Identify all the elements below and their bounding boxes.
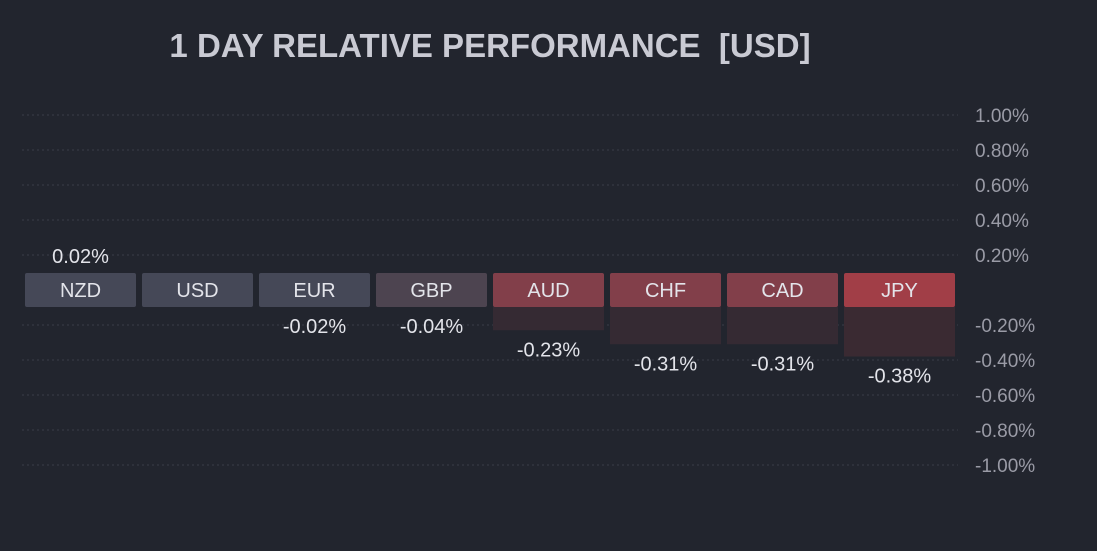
currency-label: AUD [527, 280, 569, 302]
category-labels: NZD USD EUR GBP AUD CHF CAD JPY [25, 273, 955, 307]
y-tick-label: 0.80% [975, 141, 1029, 162]
currency-label-bg [727, 273, 838, 307]
y-tick-label: 0.20% [975, 246, 1029, 267]
currency-label-bg [142, 273, 253, 307]
y-tick-label: -0.20% [975, 316, 1035, 337]
grid-lines [22, 114, 958, 466]
value-label: -0.02% [283, 316, 347, 338]
currency-label: NZD [60, 280, 101, 302]
y-tick-label: 1.00% [975, 106, 1029, 127]
value-label: -0.38% [868, 366, 932, 388]
value-label: -0.31% [634, 353, 698, 375]
value-label: 0.02% [52, 246, 109, 268]
y-tick-label: -0.80% [975, 421, 1035, 442]
y-tick-label: -1.00% [975, 456, 1035, 477]
currency-label-bg [493, 273, 604, 307]
currency-label-bg [25, 273, 136, 307]
currency-label: GBP [410, 280, 452, 302]
value-labels: 0.02% -0.02% -0.04% -0.23% -0.31% -0.31% -0.38… [52, 246, 931, 388]
y-tick-label: -0.40% [975, 351, 1035, 372]
value-bar [844, 307, 955, 357]
bars [493, 307, 955, 357]
y-axis-ticks: 1.00% 0.80% 0.60% 0.40% 0.20% -0.20% -0.40% -0.… [975, 106, 1035, 477]
currency-label: CHF [645, 280, 686, 302]
currency-label: JPY [881, 280, 918, 302]
y-tick-label: -0.60% [975, 386, 1035, 407]
currency-label-bg [844, 273, 955, 307]
currency-label: EUR [293, 280, 335, 302]
y-tick-label: 0.40% [975, 211, 1029, 232]
value-label: -0.04% [400, 316, 464, 338]
currency-label-bg [610, 273, 721, 307]
currency-label-bg [259, 273, 370, 307]
currency-label: USD [176, 280, 218, 302]
value-bar [493, 307, 604, 331]
currency-label-bg [376, 273, 487, 307]
value-label: -0.23% [517, 339, 581, 361]
chart-title: 1 DAY RELATIVE PERFORMANCE [USD] [169, 27, 810, 64]
value-bar [610, 307, 721, 345]
value-label: -0.31% [751, 353, 815, 375]
y-tick-label: 0.60% [975, 176, 1029, 197]
value-bar [727, 307, 838, 345]
currency-label: CAD [761, 280, 803, 302]
